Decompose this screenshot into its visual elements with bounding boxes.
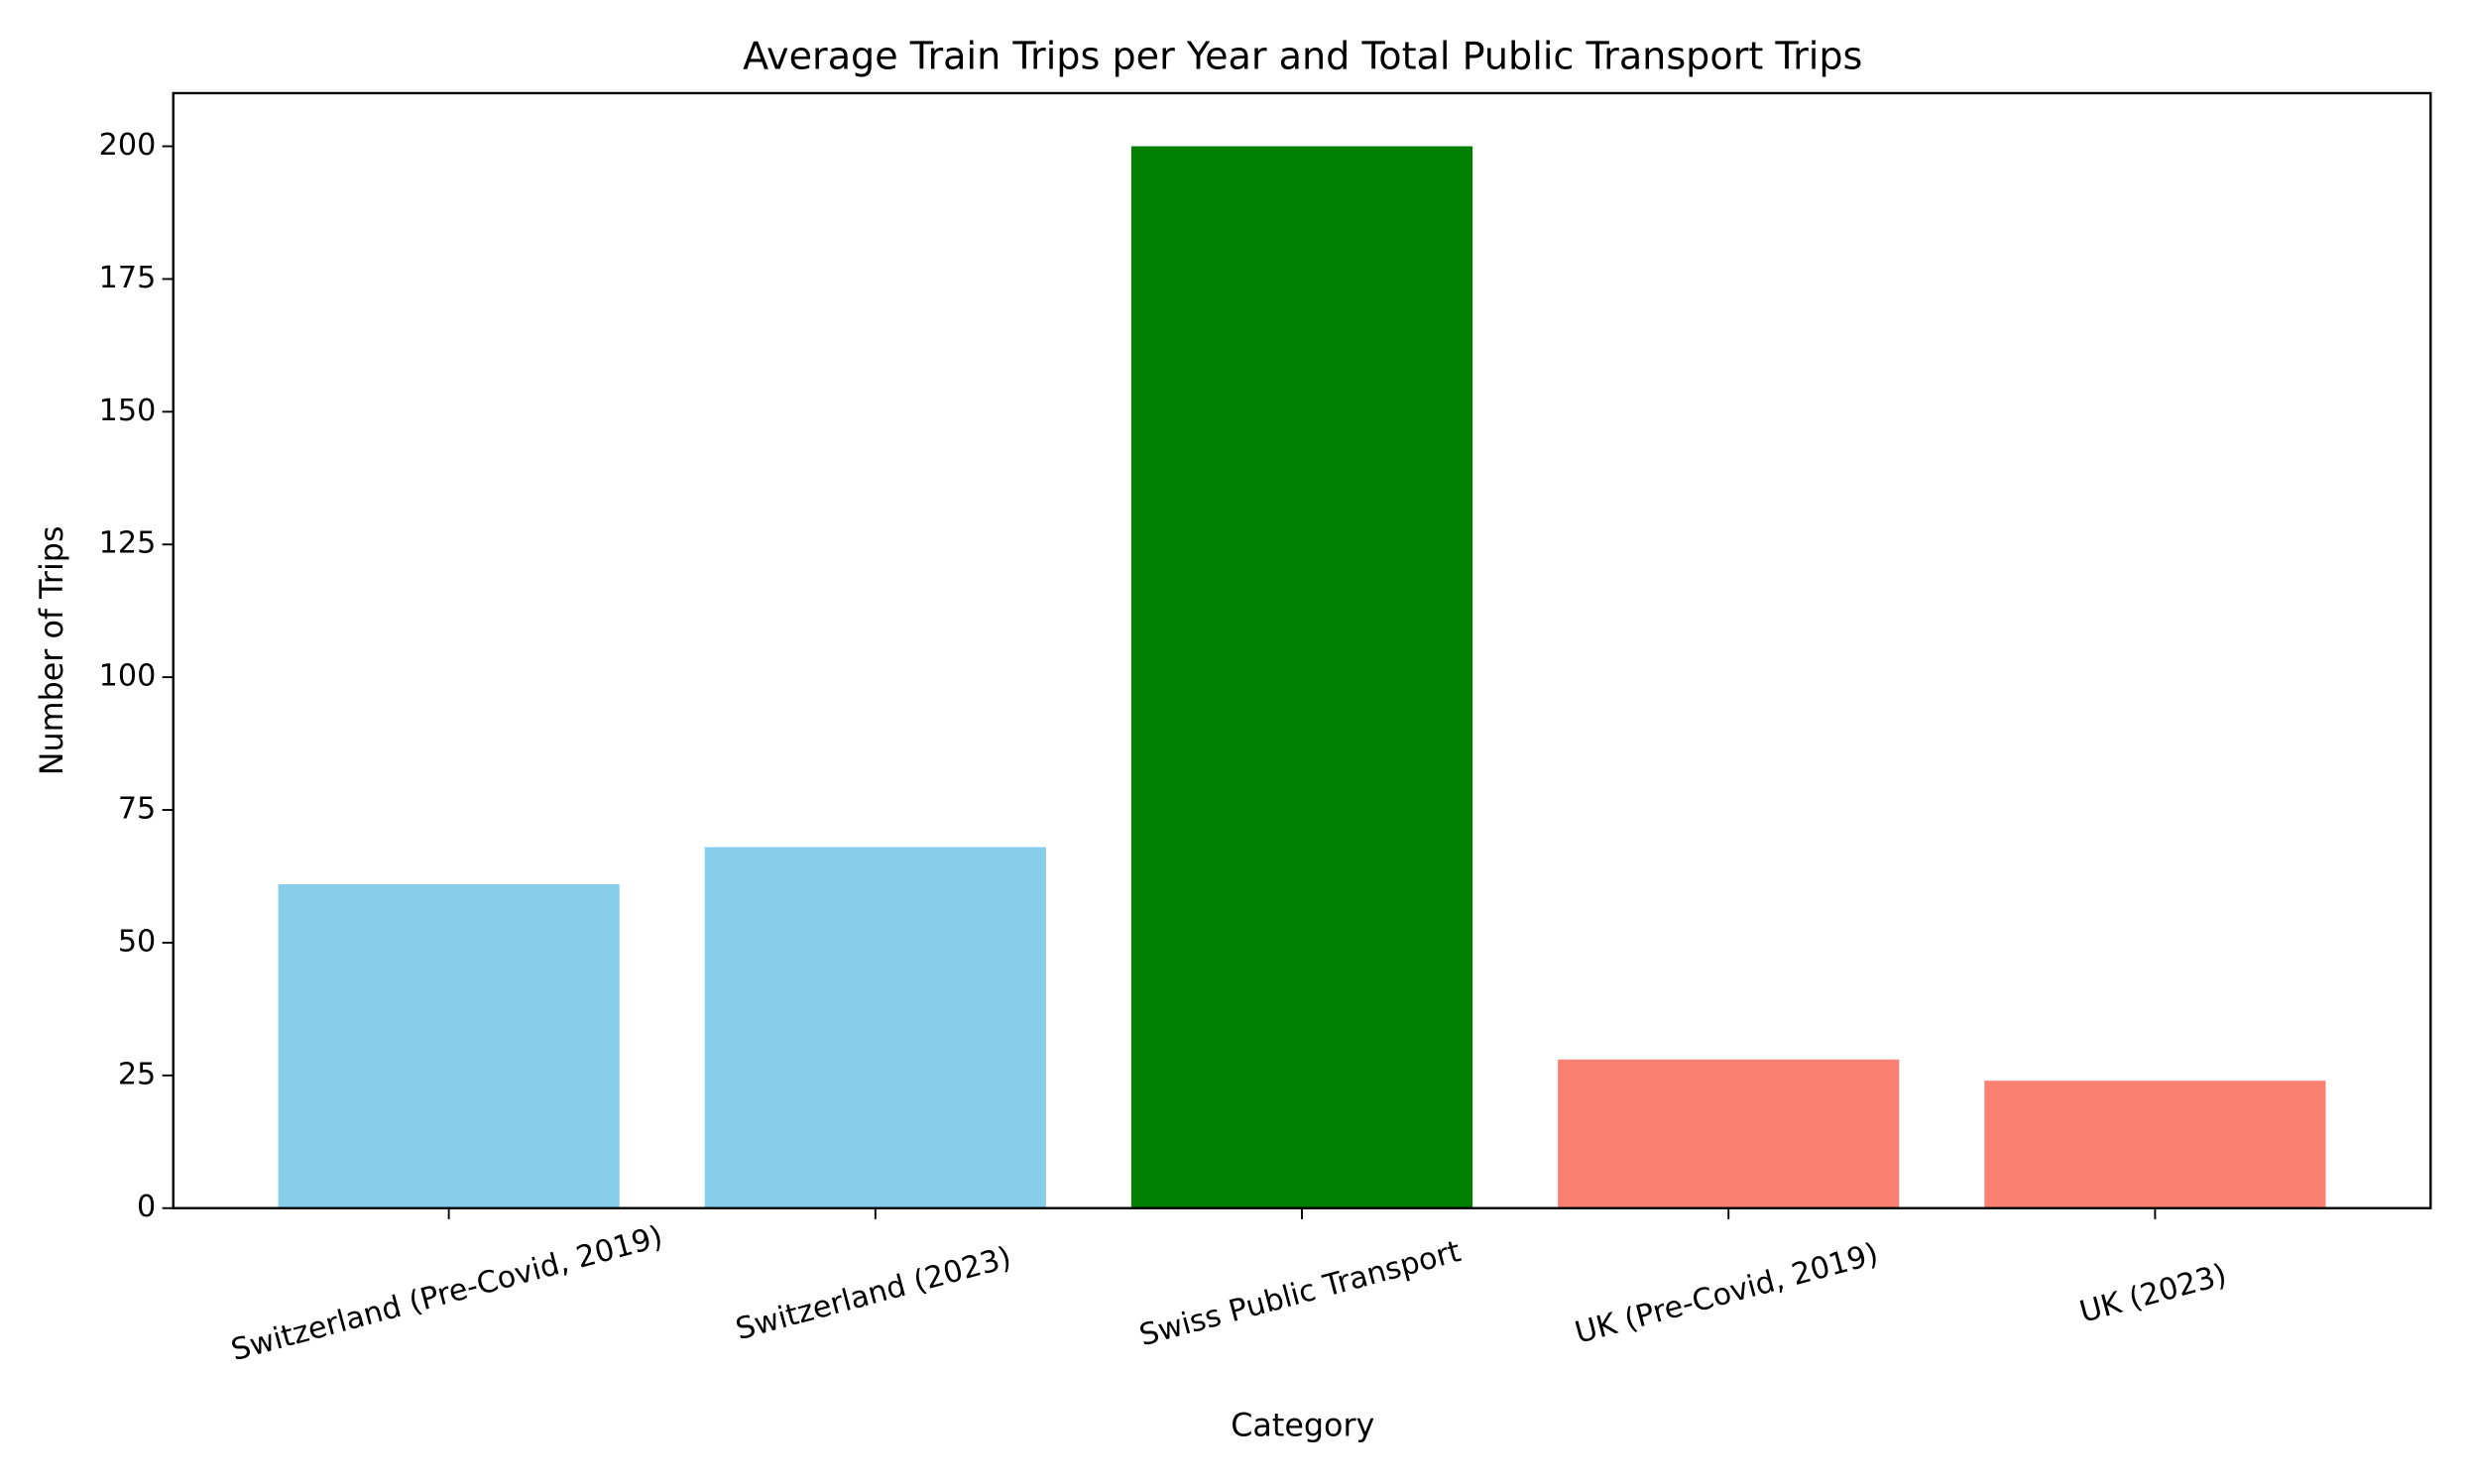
y-tick-label: 125 <box>99 526 157 561</box>
bar <box>704 847 1046 1208</box>
y-tick-label: 75 <box>118 792 156 827</box>
x-tick-label: UK (Pre-Covid, 2019) <box>1572 1237 1882 1351</box>
bar <box>1130 146 1473 1208</box>
y-axis-label: Number of Trips <box>35 525 70 775</box>
x-tick-label: Switzerland (Pre-Covid, 2019) <box>227 1219 666 1368</box>
y-tick-label: 100 <box>99 659 157 694</box>
chart-title: Average Train Trips per Year and Total P… <box>743 35 1862 78</box>
y-tick-label: 0 <box>137 1190 156 1224</box>
y-tick-label: 200 <box>99 128 157 163</box>
plot-frame <box>172 91 2432 1209</box>
bar <box>1984 1081 2326 1208</box>
x-tick-label: UK (2023) <box>2076 1258 2231 1330</box>
x-axis-label: Category <box>1231 1409 1374 1444</box>
x-tick-label: Switzerland (2023) <box>732 1240 1014 1347</box>
y-tick-label: 50 <box>118 924 156 959</box>
y-tick-label: 25 <box>118 1057 156 1091</box>
bar <box>278 884 620 1208</box>
y-tick-label: 175 <box>99 261 157 295</box>
x-tick-label: Swiss Public Transport <box>1135 1234 1465 1353</box>
y-tick-label: 150 <box>99 394 157 428</box>
bar <box>1558 1059 1900 1208</box>
